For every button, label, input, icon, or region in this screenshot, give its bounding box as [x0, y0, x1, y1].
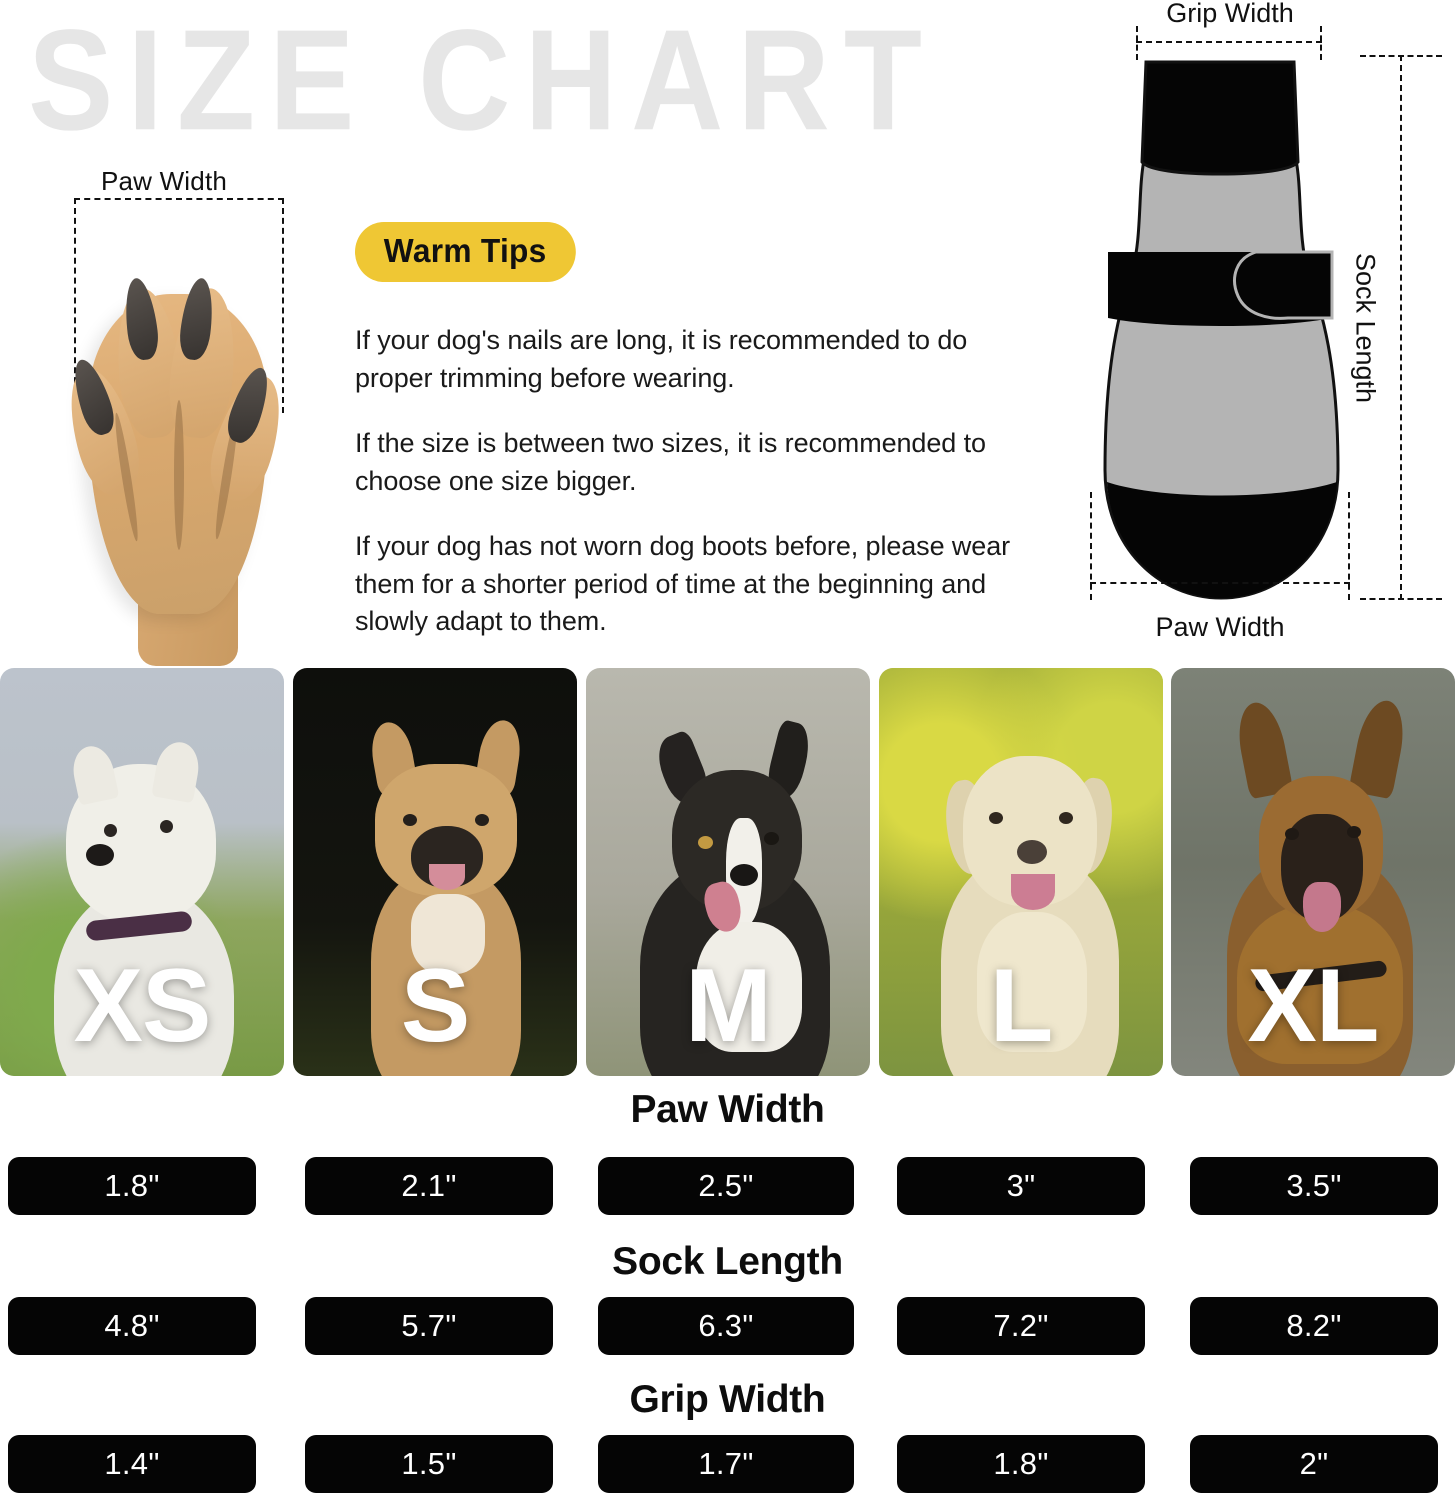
size-label-xl: XL	[1247, 948, 1380, 1064]
boot-paw-width-dimension-lines	[1090, 492, 1350, 600]
value-pill: 1.4"	[8, 1435, 256, 1493]
measure-header-sock-length: Sock Length	[612, 1240, 843, 1283]
value-pill: 1.7"	[598, 1435, 854, 1493]
value-pill: 2"	[1190, 1435, 1438, 1493]
value-pill: 3"	[897, 1157, 1145, 1215]
pill-row-paw-width: 1.8" 2.1" 2.5" 3" 3.5"	[0, 1157, 1455, 1217]
value-pill: 2.5"	[598, 1157, 854, 1215]
value-pill: 7.2"	[897, 1297, 1145, 1355]
size-label-xs: XS	[73, 948, 212, 1064]
grip-width-label: Grip Width	[1166, 0, 1294, 28]
dog-photo-xs	[0, 668, 284, 1076]
value-pill: 8.2"	[1190, 1297, 1438, 1355]
size-card-xl[interactable]: XL	[1171, 668, 1455, 1076]
sock-length-label: Sock Length	[1350, 252, 1381, 403]
dog-photo-l	[879, 668, 1163, 1076]
sock-length-dimension-lines: Sock Length	[1350, 55, 1442, 600]
tip-paragraph: If the size is between two sizes, it is …	[355, 428, 986, 496]
pill-row-sock-length: 4.8" 5.7" 6.3" 7.2" 8.2"	[0, 1297, 1455, 1357]
boot-paw-width-label: Paw Width	[1155, 612, 1285, 642]
value-pill: 3.5"	[1190, 1157, 1438, 1215]
dog-photo-s	[293, 668, 577, 1076]
size-label-l: L	[989, 948, 1054, 1064]
size-label-s: S	[400, 948, 470, 1064]
dog-photo-xl	[1171, 668, 1455, 1076]
tip-paragraph: If your dog has not worn dog boots befor…	[355, 531, 1011, 637]
measure-header-paw-width: Paw Width	[630, 1088, 825, 1131]
grip-width-dimension-lines	[1136, 26, 1322, 60]
page-title: SIZE CHART	[28, 0, 936, 161]
pill-row-grip-width: 1.4" 1.5" 1.7" 1.8" 2"	[0, 1435, 1455, 1495]
value-pill: 6.3"	[598, 1297, 854, 1355]
warm-tips-section: Warm Tips If your dog's nails are long, …	[355, 222, 1025, 641]
value-pill: 1.8"	[897, 1435, 1145, 1493]
value-pill: 2.1"	[305, 1157, 553, 1215]
size-label-m: M	[685, 948, 772, 1064]
measure-header-grip-width: Grip Width	[629, 1378, 826, 1421]
size-card-m[interactable]: M	[586, 668, 870, 1076]
value-pill: 5.7"	[305, 1297, 553, 1355]
size-card-l[interactable]: L	[879, 668, 1163, 1076]
size-card-xs[interactable]: XS	[0, 668, 284, 1076]
value-pill: 1.5"	[305, 1435, 553, 1493]
paw-measurement-illustration: Paw Width	[36, 166, 294, 666]
dog-boot-icon	[1103, 60, 1340, 600]
value-pill: 1.8"	[8, 1157, 256, 1215]
tip-paragraph: If your dog's nails are long, it is reco…	[355, 325, 968, 393]
dog-photo-m	[586, 668, 870, 1076]
size-photo-strip: XS S M	[0, 668, 1455, 1078]
paw-toe-split	[174, 400, 184, 550]
paw-width-dimension-lines	[74, 198, 284, 413]
value-pill: 4.8"	[8, 1297, 256, 1355]
boot-measurement-diagram: Grip Width Sock Length Paw Width	[1060, 0, 1455, 665]
warm-tips-badge: Warm Tips	[355, 222, 576, 282]
dog-paw-icon	[57, 216, 294, 666]
size-card-s[interactable]: S	[293, 668, 577, 1076]
paw-width-label: Paw Width	[100, 166, 228, 196]
